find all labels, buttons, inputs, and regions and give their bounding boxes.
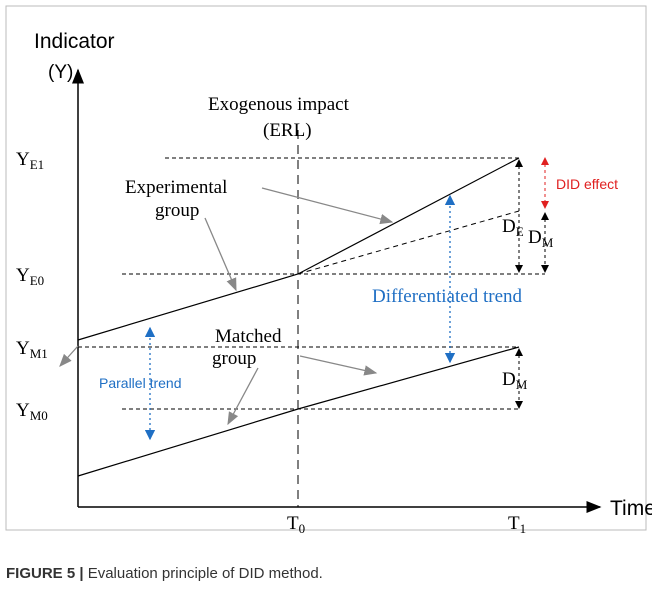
group-label: Experimental <box>125 177 227 198</box>
x-title: Time <box>610 497 652 520</box>
caption: FIGURE 5 | Evaluation principle of DID m… <box>6 565 323 582</box>
d-label: DM <box>528 227 554 250</box>
y-label: YM0 <box>16 400 48 423</box>
y-title: Indicator <box>34 30 115 53</box>
impact-title: Exogenous impact <box>208 94 350 115</box>
trend-label: Parallel trend <box>99 375 182 391</box>
matched-line <box>77 346 520 477</box>
y-label: YE1 <box>16 149 44 172</box>
trend-label: Differentiated trend <box>372 286 522 307</box>
impact-sub: (ERL) <box>263 120 312 141</box>
x-label: T1 <box>508 513 526 536</box>
did-label: DID effect <box>556 176 618 192</box>
y-symbol: (Y) <box>48 62 73 83</box>
x-label: T0 <box>287 513 305 536</box>
y-label: YE0 <box>16 265 44 288</box>
d-label: DM <box>502 369 528 392</box>
pointer-arrows <box>59 187 394 426</box>
y-label: YM1 <box>16 338 48 361</box>
group-label: group <box>155 200 199 221</box>
counterfactual-line <box>297 210 520 275</box>
group-label: group <box>212 348 256 369</box>
d-label: DE <box>502 216 524 239</box>
group-label: Matched <box>215 326 282 347</box>
frame <box>5 5 647 531</box>
